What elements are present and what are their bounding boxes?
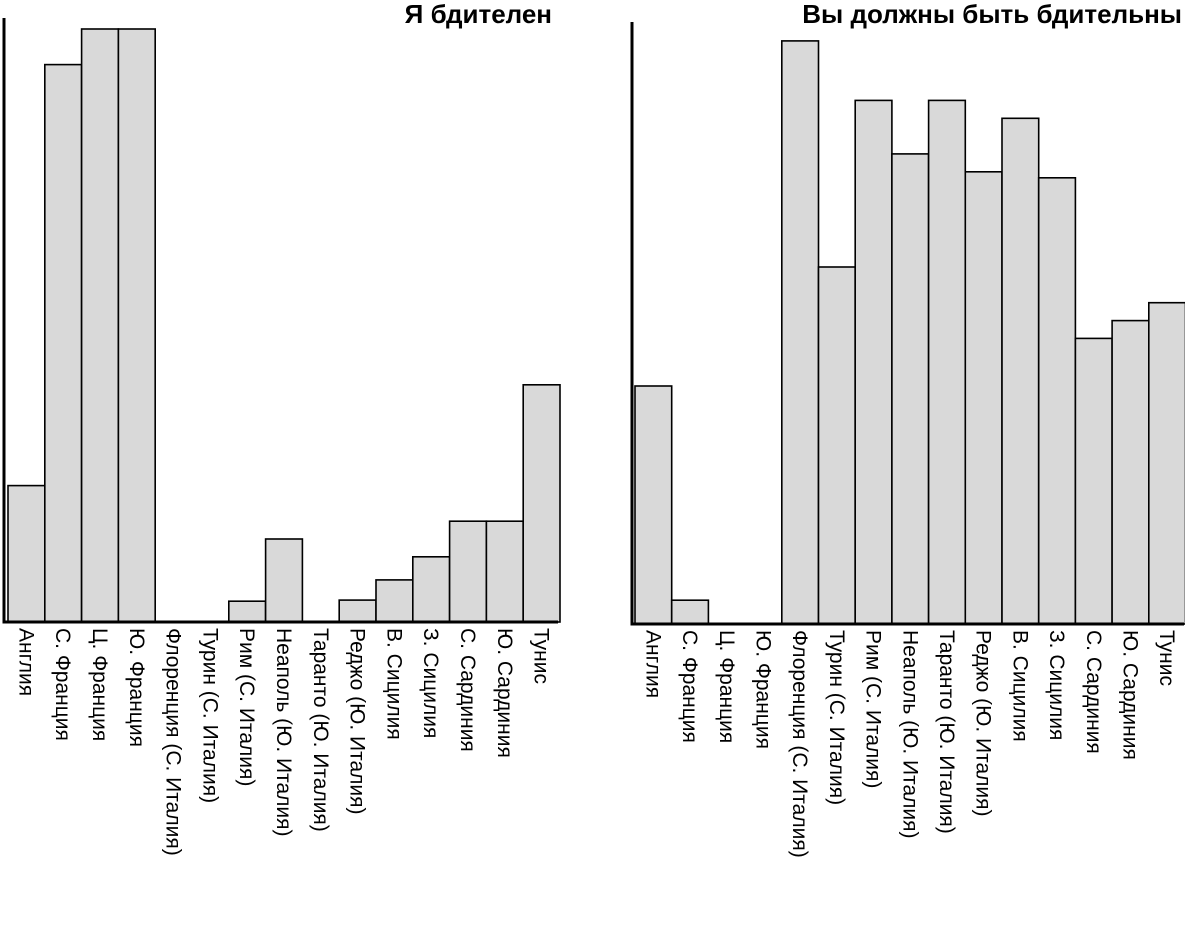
tick-label-1-13: Ю. Сардиния bbox=[1118, 630, 1141, 760]
tick-label-1-7: Неаполь (Ю. Италия) bbox=[898, 630, 921, 839]
chart-right-bars bbox=[634, 40, 1185, 625]
tick-label-1-12: С. Сардиния bbox=[1082, 630, 1105, 754]
bar-0-3 bbox=[117, 28, 157, 623]
tick-label-1-5: Турин (С. Италия) bbox=[825, 630, 848, 805]
bar-0-13 bbox=[485, 520, 524, 623]
tick-label-0-14: Тунис bbox=[530, 628, 553, 684]
bar-0-10 bbox=[375, 579, 414, 623]
tick-label-1-1: С. Франция bbox=[678, 630, 701, 743]
tick-label-0-6: Рим (С. Италия) bbox=[235, 628, 258, 786]
bar-1-4 bbox=[780, 40, 820, 625]
bar-0-2 bbox=[80, 28, 120, 623]
bar-0-11 bbox=[411, 555, 451, 623]
bar-0-6 bbox=[228, 600, 267, 623]
tick-label-1-14: Тунис bbox=[1155, 630, 1178, 686]
bar-1-9 bbox=[964, 171, 1003, 625]
tick-label-1-0: Англия bbox=[641, 630, 664, 698]
chart-left-bars bbox=[7, 28, 561, 623]
tick-label-1-3: Ю. Франция bbox=[752, 630, 775, 749]
bar-1-11 bbox=[1037, 177, 1077, 625]
tick-label-1-11: З. Сицилия bbox=[1045, 630, 1068, 740]
bar-1-6 bbox=[854, 99, 893, 625]
tick-label-1-10: В. Сицилия bbox=[1008, 630, 1031, 742]
tick-label-0-5: Турин (С. Италия) bbox=[198, 628, 221, 803]
tick-label-0-12: С. Сардиния bbox=[456, 628, 479, 752]
chart-right-tick-labels: Англия С. Франция Ц. Франция Ю. Франция Флор… bbox=[641, 630, 1178, 858]
chart-right-title: Вы должны быть бдительны bbox=[802, 0, 1182, 29]
tick-label-0-2: Ц. Франция bbox=[88, 628, 111, 741]
tick-label-1-2: Ц. Франция bbox=[715, 630, 738, 743]
bar-1-8 bbox=[927, 99, 967, 625]
bar-1-12 bbox=[1074, 337, 1113, 625]
tick-label-0-0: Англия bbox=[14, 628, 37, 696]
chart-right-axes bbox=[630, 22, 1184, 626]
bar-1-5 bbox=[817, 266, 857, 625]
chart-left-tick-labels: Англия С. Франция Ц. Франция Ю. Франция Флор… bbox=[14, 628, 552, 856]
bar-0-9 bbox=[338, 599, 377, 623]
tick-label-0-1: С. Франция bbox=[51, 628, 74, 741]
tick-label-1-4: Флоренция (С. Италия) bbox=[788, 630, 811, 858]
bar-0-14 bbox=[522, 383, 561, 623]
bar-0-12 bbox=[448, 520, 488, 623]
tick-label-1-9: Реджо (Ю. Италия) bbox=[972, 630, 995, 817]
bar-1-14 bbox=[1148, 301, 1185, 625]
bar-0-0 bbox=[7, 484, 46, 623]
tick-label-0-9: Реджо (Ю. Италия) bbox=[346, 628, 369, 815]
bar-1-0 bbox=[634, 385, 673, 625]
bar-1-7 bbox=[891, 153, 930, 625]
chart-left: Я бдителен Англия С. Франция Ц. Франция Ю. … bbox=[2, 0, 561, 856]
tick-label-0-8: Таранто (Ю. Италия) bbox=[309, 628, 332, 832]
bar-0-7 bbox=[264, 538, 304, 623]
tick-label-0-11: З. Сицилия bbox=[419, 628, 442, 738]
chart-right: Вы должны быть бдительны Англия С. Франци… bbox=[630, 0, 1185, 858]
tick-label-1-6: Рим (С. Италия) bbox=[862, 630, 885, 788]
tick-label-0-4: Флоренция (С. Италия) bbox=[162, 628, 185, 856]
tick-label-0-13: Ю. Сардиния bbox=[493, 628, 516, 758]
tick-label-1-8: Таранто (Ю. Италия) bbox=[935, 630, 958, 834]
bar-1-13 bbox=[1111, 319, 1150, 625]
bar-1-10 bbox=[1001, 117, 1040, 625]
tick-label-0-3: Ю. Франция bbox=[125, 628, 148, 747]
bar-0-1 bbox=[43, 63, 83, 623]
bar-1-1 bbox=[670, 599, 710, 625]
tick-label-0-10: В. Сицилия bbox=[382, 628, 405, 740]
chart-left-axes bbox=[2, 18, 558, 624]
chart-left-title: Я бдителен bbox=[405, 0, 552, 29]
tick-label-0-7: Неаполь (Ю. Италия) bbox=[272, 628, 295, 837]
